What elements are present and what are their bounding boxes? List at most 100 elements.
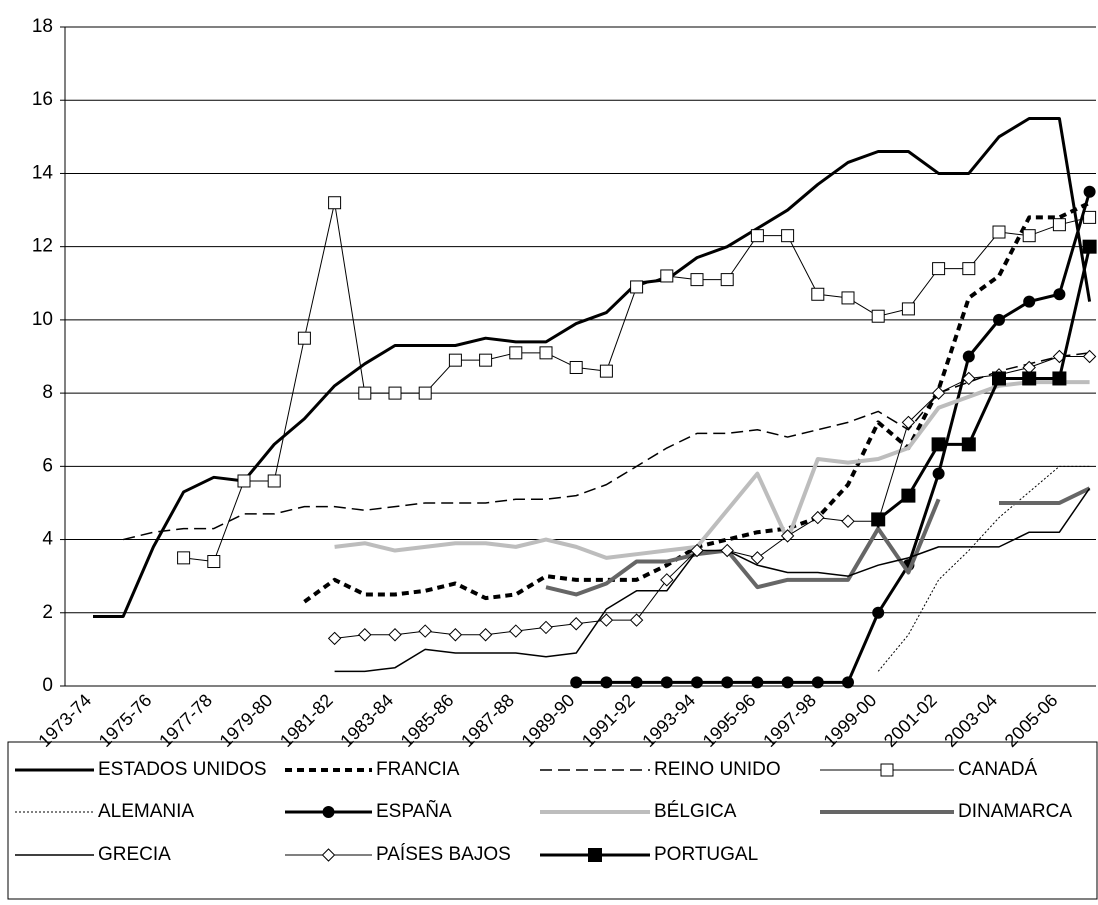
series-line xyxy=(877,465,1090,672)
point-marker xyxy=(811,287,825,301)
point-marker xyxy=(388,628,402,642)
series-line xyxy=(334,356,1090,639)
point-marker xyxy=(388,386,402,400)
point-marker xyxy=(479,353,493,367)
legend-marker xyxy=(322,806,335,818)
point-marker xyxy=(931,437,946,452)
point-marker xyxy=(720,273,734,287)
point-marker xyxy=(630,280,644,294)
legend-label: ESTADOS UNIDOS xyxy=(98,759,267,780)
legend-marker xyxy=(880,763,894,777)
point-marker xyxy=(1082,349,1097,364)
point-marker xyxy=(750,229,764,243)
point-marker xyxy=(962,262,976,276)
point-marker xyxy=(358,386,372,400)
point-marker xyxy=(780,529,795,543)
legend-marker xyxy=(588,848,602,862)
y-tick-label: 2 xyxy=(42,602,53,623)
point-marker xyxy=(932,262,946,276)
y-tick-label: 8 xyxy=(42,382,53,403)
point-marker xyxy=(1052,371,1067,386)
point-marker xyxy=(690,273,704,287)
point-marker xyxy=(660,269,674,283)
legend-label: DINAMARCA xyxy=(958,801,1072,822)
point-marker xyxy=(871,309,885,323)
point-marker xyxy=(841,291,855,305)
y-tick-label: 16 xyxy=(32,89,53,110)
point-marker xyxy=(931,386,946,400)
point-marker xyxy=(750,551,765,565)
legend-label: CANADÁ xyxy=(958,759,1038,780)
legend-label: FRANCIA xyxy=(376,759,460,780)
point-marker xyxy=(237,474,251,488)
legend-label: ESPAÑA xyxy=(376,800,452,822)
series-line xyxy=(576,191,1092,684)
legend-label: PORTUGAL xyxy=(654,844,758,865)
point-marker xyxy=(600,676,613,689)
point-marker xyxy=(992,371,1006,386)
point-marker xyxy=(961,437,976,452)
point-marker xyxy=(1053,288,1066,301)
point-marker xyxy=(720,543,734,558)
point-marker xyxy=(358,628,372,642)
point-marker xyxy=(569,617,583,631)
point-marker xyxy=(1083,210,1097,224)
point-marker xyxy=(1052,218,1066,232)
legend-label: ALEMANIA xyxy=(98,801,194,822)
point-marker xyxy=(599,364,613,378)
y-tick-label: 10 xyxy=(32,309,53,330)
point-marker xyxy=(751,676,764,689)
series-line xyxy=(334,380,1090,560)
point-marker xyxy=(901,415,916,430)
point-marker xyxy=(1022,229,1036,243)
point-marker xyxy=(1083,185,1096,198)
legend-label: BÉLGICA xyxy=(654,801,737,822)
point-marker xyxy=(962,350,975,363)
point-marker xyxy=(1023,295,1036,308)
point-marker xyxy=(570,676,583,689)
point-marker xyxy=(690,543,704,558)
point-marker xyxy=(901,488,916,503)
legend-box xyxy=(7,741,1098,900)
point-marker xyxy=(599,613,614,627)
point-marker xyxy=(660,676,673,689)
point-marker xyxy=(539,346,553,360)
point-marker xyxy=(992,225,1006,239)
point-marker xyxy=(478,628,493,642)
point-marker xyxy=(509,346,523,360)
series-line xyxy=(93,117,1092,618)
y-tick-label: 4 xyxy=(42,529,53,550)
point-marker xyxy=(418,624,432,638)
point-marker xyxy=(297,331,311,345)
legend-label: REINO UNIDO xyxy=(654,759,781,780)
point-marker xyxy=(328,196,342,210)
point-marker xyxy=(448,353,462,367)
y-tick-label: 14 xyxy=(32,162,54,183)
point-marker xyxy=(267,474,281,488)
point-marker xyxy=(418,386,432,400)
series-line xyxy=(183,202,1090,563)
point-marker xyxy=(569,360,583,374)
point-marker xyxy=(509,624,523,638)
legend-label: PAÍSES BAJOS xyxy=(376,844,511,865)
series-line xyxy=(334,487,1091,673)
point-marker xyxy=(539,620,553,635)
point-marker xyxy=(660,573,674,587)
point-marker xyxy=(811,676,824,689)
point-marker xyxy=(811,510,825,525)
series-line xyxy=(123,352,1090,541)
point-marker xyxy=(1082,239,1097,254)
point-marker xyxy=(177,551,191,565)
point-marker xyxy=(781,229,795,243)
series-line xyxy=(545,486,1091,597)
y-tick-label: 6 xyxy=(42,455,53,476)
point-marker xyxy=(962,371,976,386)
point-marker xyxy=(842,676,854,689)
y-tick-label: 0 xyxy=(42,675,53,696)
point-marker xyxy=(721,676,734,689)
point-marker xyxy=(630,676,643,689)
point-marker xyxy=(1022,371,1037,386)
legend-label: GRECIA xyxy=(98,844,171,865)
y-tick-label: 18 xyxy=(32,16,53,37)
point-marker xyxy=(691,676,703,689)
